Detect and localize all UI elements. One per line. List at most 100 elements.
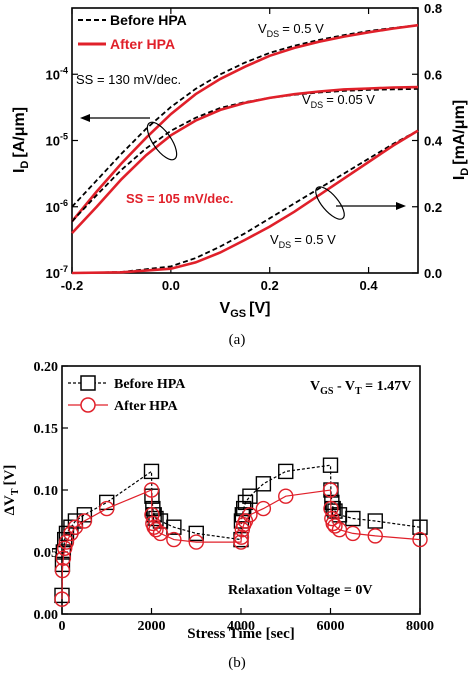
panel-b-x-tick-label: 2000 [138,619,166,634]
panel-b-chart: 0 2000 4000 6000 8000 0.00 0.05 0.10 0.15 0.20 B… [2,360,434,671]
panel-a-x-ticks: -0.2 0.0 0.2 0.4 [61,8,379,293]
before-hpa-point [345,510,361,527]
panel-a-caption: (a) [229,332,246,348]
panel-a-x-tick-label: 0.2 [261,278,279,293]
before-hpa-point [367,513,383,529]
panel-a-left-tick-label: 10-4 [46,65,68,82]
before-hpa-point [327,503,343,519]
after-hpa-point [54,562,71,579]
before-hpa-point [99,494,115,511]
arrow-right-head [396,202,406,210]
legend-before-label: Before HPA [110,12,187,28]
after-hpa-point [152,525,169,542]
after-hpa-point [233,534,249,550]
after-hpa-point [323,500,339,517]
after-hpa-point [166,531,182,548]
panel-a-right-tick-label: 0.8 [424,1,442,16]
panel-a-left-tick-label: 10-7 [46,264,68,281]
before-hpa-point [255,476,272,492]
after-hpa-point [412,531,428,548]
panel-a-right-tick-label: 0.4 [424,134,443,149]
panel-b-y-tick-label: 0.20 [34,360,59,375]
panel-a-left-ticks: 10-7 10-6 10-5 10-4 [46,65,78,281]
after-hpa-point [278,488,294,504]
ellipse-log-marker [146,121,178,161]
panel-b-caption: (b) [228,655,246,671]
panel-b-y-ticks: 0.00 0.05 0.10 0.15 0.20 [34,360,68,623]
relaxation-voltage-label: Relaxation Voltage = 0V [228,583,372,598]
arrow-left-head [80,114,90,122]
before-hpa-point [242,488,258,504]
panel-b-y-tick-label: 0.00 [34,608,59,623]
after-hpa-point [322,482,339,498]
panel-b-y-axis-label: ΔVT[V] [2,465,21,516]
panel-b-series [54,457,428,607]
series-after-hpa-curve [71,129,419,275]
panel-a-left-tick-label: 10-6 [46,198,68,215]
annotation-vds-high-bottom: VDS = 0.5 V [270,232,336,250]
after-hpa-point [242,507,258,523]
panel-b-x-tick-label: 0 [59,619,66,634]
panel-b-y-tick-label: 0.10 [34,484,59,499]
legend-b-after-marker [80,397,96,413]
panel-a-left-axis-label: ID[A/μm] [11,107,31,173]
panel-a-chart: -0.2 0.0 0.2 0.4 10-7 10-6 10-5 10-4 0.0 0.2 0.4… [11,1,471,348]
after-hpa-point [233,529,250,545]
stress-condition-label: VGS - VT = 1.47V [310,379,411,397]
panel-a-x-axis-label: VGS [V] [220,300,271,320]
panel-a-right-tick-label: 0.2 [424,200,442,215]
before-hpa-point [412,519,428,535]
annotation-vds-high-top: VDS = 0.5 V [258,21,324,39]
panel-a-x-tick-label: 0.4 [360,278,379,293]
panel-a-right-tick-label: 0.0 [424,266,442,281]
before-hpa-point [278,463,294,480]
series-before-hpa-curve [71,24,419,208]
after-hpa-point [255,500,272,517]
after-hpa-point [54,591,70,607]
panel-a-x-tick-label: 0.0 [162,278,180,293]
legend-after-label: After HPA [110,36,175,52]
after-hpa-point [345,525,361,542]
legend-b-before-label: Before HPA [114,377,186,392]
series-after-hpa-curve [70,23,419,223]
after-hpa-point [144,507,160,523]
before-hpa-point [188,525,204,542]
after-hpa-point [327,518,343,534]
annotation-vds-low: VDS = 0.05 V [302,92,375,110]
series-after-hpa-curve [71,85,419,234]
ellipse-linear-marker [315,186,345,220]
after-hpa-point [367,528,383,544]
panel-b-x-ticks: 0 2000 4000 6000 8000 [59,608,434,634]
before-hpa-point [148,510,164,527]
panel-b-y-tick-label: 0.05 [34,546,59,561]
after-hpa-point [76,513,93,529]
panel-b-x-tick-label: 8000 [406,619,434,634]
panel-b-x-tick-label: 4000 [227,619,255,634]
panel-a-right-tick-label: 0.6 [424,67,442,82]
legend-b-after-label: After HPA [114,399,179,414]
before-hpa-point [143,463,160,480]
series-b-before-line [61,464,421,596]
before-hpa-point [322,457,339,473]
series-before-hpa-curve [71,88,419,223]
panel-a-x-tick-label: -0.2 [61,278,83,293]
annotation-ss-after: SS = 105 mV/dec. [126,191,233,206]
series-before-hpa-curve [71,129,419,274]
legend-b-before-marker [80,375,96,391]
after-hpa-point [148,521,164,538]
panel-a-curves [70,23,419,275]
panel-b-x-tick-label: 6000 [317,619,345,634]
panel-b-x-axis-label: Stress Time [sec] [187,626,294,642]
panel-a-right-axis-label: ID[mA/μm] [451,100,471,180]
after-hpa-point [99,500,115,517]
panel-a-right-ticks: 0.0 0.2 0.4 0.6 0.8 [412,1,443,281]
after-hpa-point [58,534,75,550]
annotation-ss-before: SS = 130 mV/dec. [76,72,181,87]
before-hpa-point [76,507,93,523]
panel-a-left-tick-label: 10-5 [46,132,68,149]
after-hpa-point [56,540,73,556]
panel-b-y-tick-label: 0.15 [34,422,59,437]
after-hpa-point [188,534,204,550]
before-hpa-point [166,519,182,535]
